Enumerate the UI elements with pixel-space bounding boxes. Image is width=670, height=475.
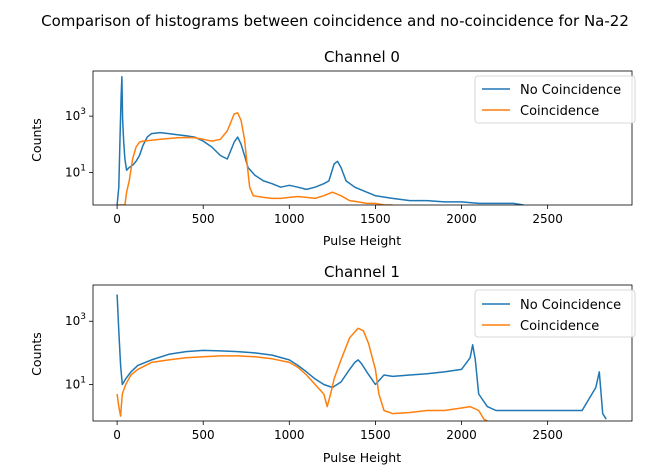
- legend-label-coincidence: Coincidence: [520, 319, 599, 334]
- y-axis-label: Counts: [29, 332, 44, 376]
- y-tick-label: 103: [65, 107, 86, 123]
- x-tick-label: 1500: [360, 428, 391, 442]
- series-layer: [116, 294, 607, 421]
- x-axis-label: Pulse Height: [323, 233, 401, 248]
- y-tick-label: 101: [65, 163, 86, 179]
- x-tick-label: 1000: [274, 212, 305, 226]
- x-tick-label: 2500: [532, 212, 563, 226]
- x-tick-label: 1000: [274, 428, 305, 442]
- panel-channel-0: Channel 0 0 500 1000 1500 2000 2500 101 103 Pu…: [29, 48, 636, 248]
- panel-title: Channel 1: [324, 263, 400, 281]
- x-axis-label: Pulse Height: [323, 450, 401, 465]
- legend-box: [474, 75, 636, 124]
- axes-frame: [92, 284, 633, 422]
- x-tick-label: 2500: [532, 428, 563, 442]
- series-line-no-coincidence: [116, 75, 524, 205]
- y-tick-label: 103: [65, 312, 86, 328]
- legend: No Coincidence Coincidence: [474, 289, 636, 338]
- legend-label-no-coincidence: No Coincidence: [520, 298, 621, 313]
- legend-box: [474, 289, 636, 338]
- panel-channel-1: Channel 1 0 500 1000 1500 2000 2500 101 103 Pu…: [29, 263, 636, 465]
- x-tick-label: 500: [192, 428, 215, 442]
- axes-frame: [92, 70, 633, 206]
- series-line-coincidence: [116, 327, 488, 421]
- legend-label-coincidence: Coincidence: [520, 104, 599, 119]
- x-tick-label: 2000: [446, 428, 477, 442]
- x-axis: 0 500 1000 1500 2000 2500: [113, 205, 563, 226]
- x-tick-label: 0: [113, 212, 121, 226]
- figure-suptitle: Comparison of histograms between coincid…: [41, 12, 629, 30]
- y-axis: 101 103: [65, 312, 93, 391]
- panel-title: Channel 0: [324, 48, 400, 66]
- x-tick-label: 1500: [360, 212, 391, 226]
- y-axis: 101 103: [65, 107, 93, 179]
- x-axis: 0 500 1000 1500 2000 2500: [113, 421, 563, 442]
- series-line-coincidence: [117, 112, 393, 205]
- y-tick-label: 101: [65, 375, 86, 391]
- x-tick-label: 2000: [446, 212, 477, 226]
- y-axis-label: Counts: [29, 118, 44, 162]
- legend: No Coincidence Coincidence: [474, 75, 636, 124]
- x-tick-label: 500: [192, 212, 215, 226]
- series-line-no-coincidence: [116, 294, 607, 420]
- x-tick-label: 0: [113, 428, 121, 442]
- series-layer: [116, 75, 524, 205]
- legend-label-no-coincidence: No Coincidence: [520, 83, 621, 98]
